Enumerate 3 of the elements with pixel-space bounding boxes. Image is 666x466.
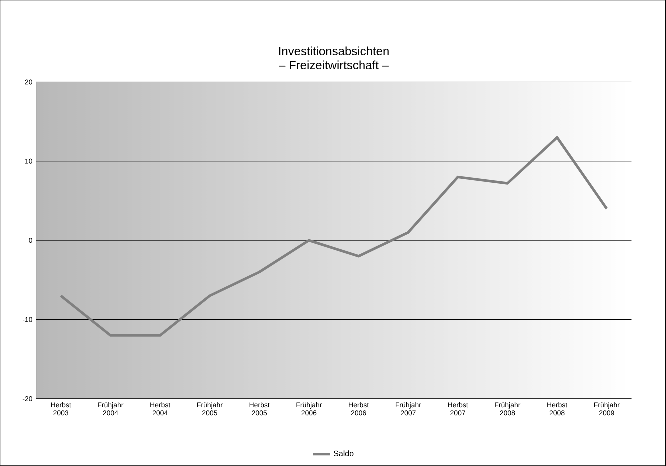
line-series	[60, 136, 608, 337]
chart-title: Investitionsabsichten	[279, 46, 389, 56]
chart-subtitle: – Freizeitwirtschaft –	[279, 60, 389, 70]
